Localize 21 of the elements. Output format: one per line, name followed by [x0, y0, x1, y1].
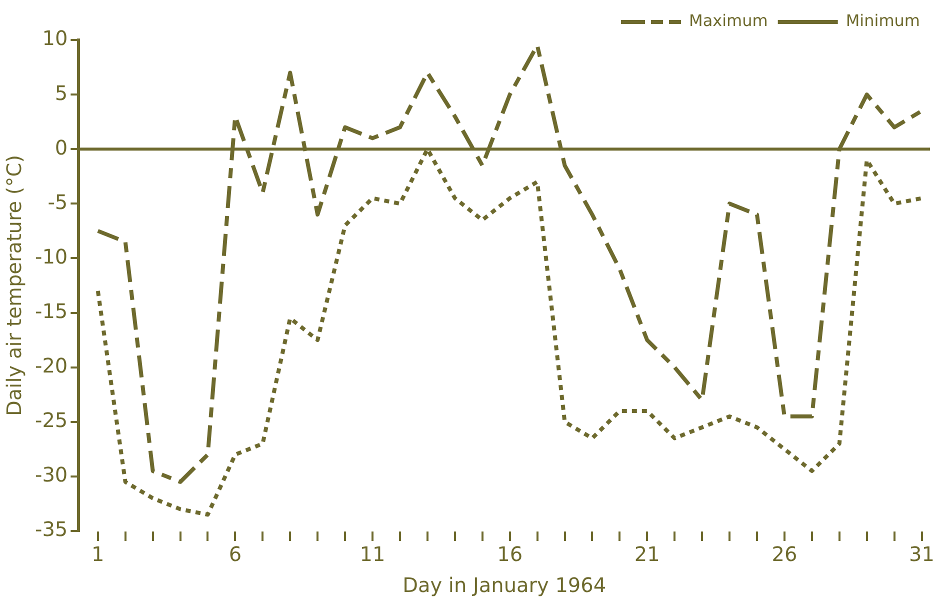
y-tick-label: -10: [34, 244, 68, 268]
x-tick-label: 26: [772, 542, 798, 566]
y-tick-label: 10: [42, 26, 68, 50]
y-tick-label: 5: [54, 80, 68, 105]
x-tick-label: 6: [228, 542, 242, 566]
y-axis-title: Daily air temperature (°C): [2, 155, 26, 416]
x-tick-label: 16: [497, 542, 523, 566]
x-tick-label: 1: [92, 542, 104, 566]
y-tick-label: -35: [34, 517, 68, 542]
y-tick-label: 0: [54, 135, 68, 160]
x-tick-label: 31: [909, 542, 934, 566]
y-tick-label: -30: [34, 462, 68, 487]
y-tick-label: -5: [48, 190, 68, 214]
y-tick-label: -25: [34, 408, 68, 432]
x-axis-title: Day in January 1964: [402, 573, 606, 598]
legend-label: Minimum: [846, 11, 920, 30]
y-tick-label: -15: [34, 298, 68, 323]
x-tick-label: 21: [634, 542, 660, 566]
y-tick-label: -20: [34, 354, 68, 378]
legend-label: Maximum: [689, 11, 768, 30]
x-tick-label: 11: [360, 542, 386, 566]
